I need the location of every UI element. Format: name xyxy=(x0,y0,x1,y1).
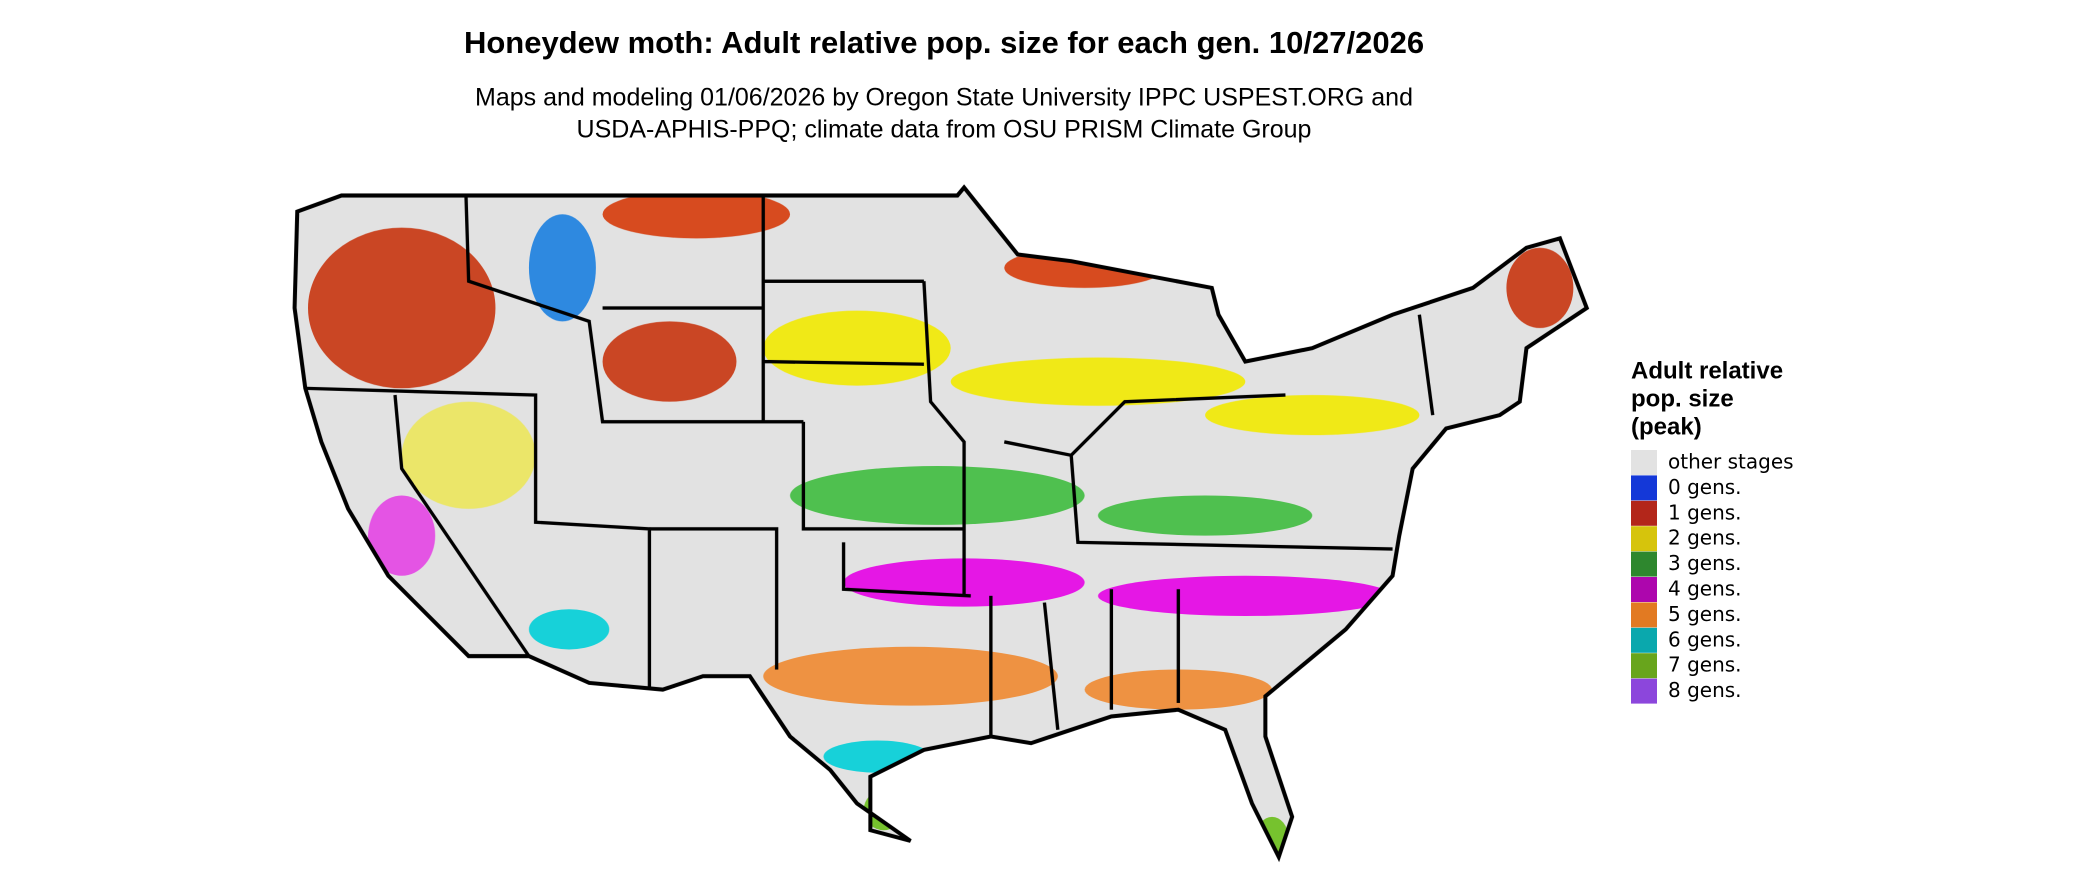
map-subtitle: Maps and modeling 01/06/2026 by Oregon S… xyxy=(475,84,1413,112)
generation-zones xyxy=(307,190,1574,857)
legend-title: (peak) xyxy=(1631,413,1702,440)
legend-label: 5 gens. xyxy=(1668,602,1742,626)
legend-label: 4 gens. xyxy=(1668,577,1742,601)
legend-swatch xyxy=(1631,475,1657,501)
us-map xyxy=(295,187,1587,857)
legend-swatch xyxy=(1631,602,1657,628)
legend-swatch xyxy=(1631,653,1657,679)
map-title: Honeydew moth: Adult relative pop. size … xyxy=(464,25,1424,60)
legend-label: 7 gens. xyxy=(1668,653,1742,677)
state-borders xyxy=(295,187,1587,857)
legend-swatch xyxy=(1631,577,1657,602)
legend-swatch xyxy=(1631,678,1657,704)
legend-label: 3 gens. xyxy=(1668,551,1742,575)
legend-label: 2 gens. xyxy=(1668,526,1742,550)
legend-swatch xyxy=(1631,551,1657,577)
legend-label: 1 gens. xyxy=(1668,500,1742,524)
legend-swatch xyxy=(1631,526,1657,552)
legend-label: 6 gens. xyxy=(1668,627,1742,651)
legend-swatch xyxy=(1631,627,1657,653)
legend-title: Adult relative xyxy=(1631,357,1783,384)
map-subtitle: USDA-APHIS-PPQ; climate data from OSU PR… xyxy=(577,116,1312,144)
legend-title: pop. size xyxy=(1631,385,1734,412)
legend-label: other stages xyxy=(1668,450,1794,474)
legend-swatch xyxy=(1631,450,1657,475)
legend-label: 0 gens. xyxy=(1668,475,1742,499)
legend-swatch xyxy=(1631,500,1657,526)
legend-label: 8 gens. xyxy=(1668,678,1742,702)
